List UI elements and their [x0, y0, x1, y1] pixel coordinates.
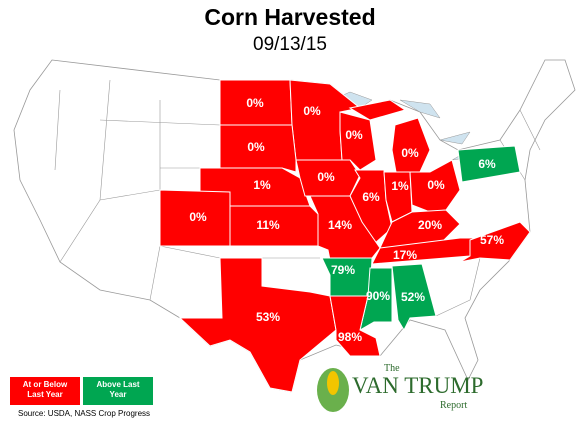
region	[329, 295, 381, 357]
region	[339, 111, 377, 171]
region	[178, 257, 337, 393]
region-label: 1%	[391, 179, 409, 193]
legend-label: At or Below Last Year	[23, 380, 68, 399]
region-label: 6%	[478, 157, 496, 171]
region-label: 0%	[303, 104, 321, 118]
legend-label: Above Last Year	[96, 380, 139, 399]
legend-swatch	[10, 377, 80, 405]
source: Source: USDA, NASS Crop Progress	[18, 409, 150, 418]
logo: The VAN TRUMP Report	[317, 363, 483, 412]
logo-icon	[327, 371, 339, 395]
region-label: 98%	[338, 330, 362, 344]
region-label: 0%	[189, 210, 207, 224]
region-label: 0%	[345, 128, 363, 142]
region-label: 14%	[328, 218, 352, 232]
subtitle: 09/13/15	[253, 34, 327, 55]
region-labels: 0% 0% 0% 0% 0% 1% 0% 6% 1% 0% 6% 0% 11% 14% 20% 17% 57% 7…	[189, 96, 504, 344]
regions	[159, 79, 531, 393]
region-label: 0%	[401, 146, 419, 160]
region	[459, 221, 531, 263]
region-label: 0%	[317, 170, 335, 184]
legend: At or Below Last Year Above Last Year	[10, 377, 153, 405]
title: Corn Harvested	[204, 4, 375, 30]
region	[409, 159, 461, 213]
region-label: 52%	[401, 290, 425, 304]
legend-swatch	[83, 377, 153, 405]
logo-the: The	[384, 363, 400, 374]
region-label: 53%	[256, 310, 280, 324]
logo-sub: Report	[440, 400, 467, 411]
region	[391, 263, 437, 332]
region-label: 0%	[246, 96, 264, 110]
region-label: 0%	[427, 178, 445, 192]
region-label: 1%	[253, 178, 271, 192]
region-label: 57%	[480, 233, 504, 247]
region-label: 17%	[393, 248, 417, 262]
region-label: 6%	[362, 190, 380, 204]
region-label: 79%	[331, 263, 355, 277]
region-label: 0%	[247, 140, 265, 154]
region	[457, 145, 521, 183]
region-label: 90%	[366, 289, 390, 303]
region-label: 20%	[418, 218, 442, 232]
logo-name: VAN TRUMP	[352, 373, 483, 398]
region-label: 11%	[256, 218, 280, 232]
